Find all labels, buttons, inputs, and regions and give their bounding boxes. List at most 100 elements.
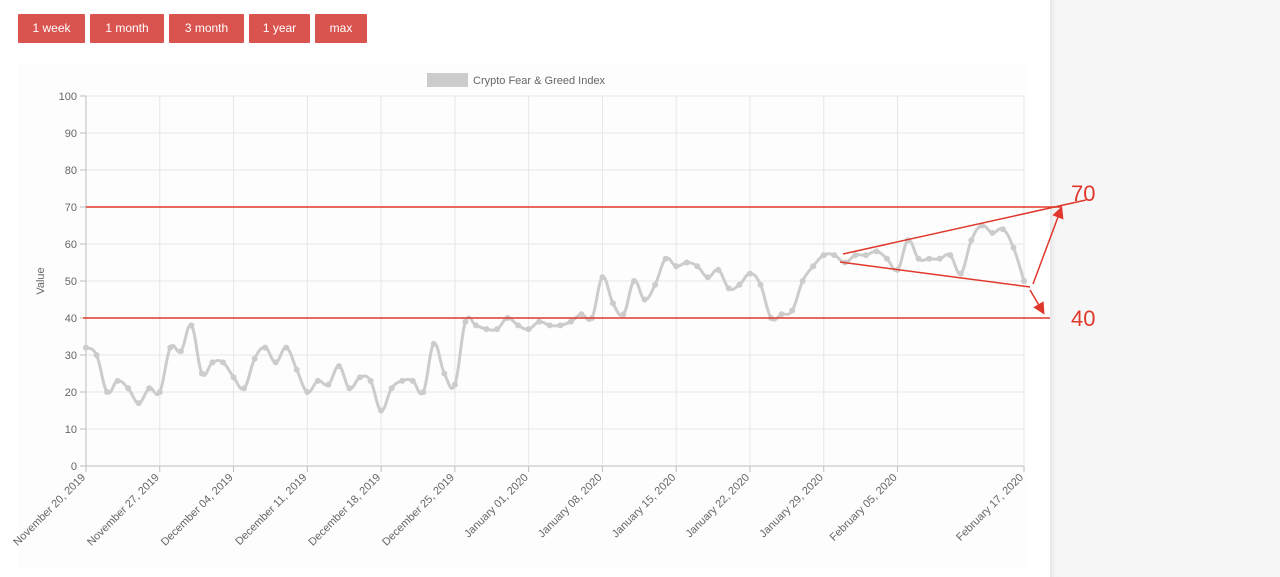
data-point[interactable] — [399, 377, 406, 384]
data-point[interactable] — [494, 326, 501, 333]
data-point[interactable] — [736, 281, 743, 288]
data-point[interactable] — [241, 385, 248, 392]
data-point[interactable] — [662, 255, 669, 262]
data-point[interactable] — [820, 252, 827, 259]
data-point[interactable] — [926, 255, 933, 262]
data-point[interactable] — [609, 300, 616, 307]
data-point[interactable] — [578, 311, 585, 318]
data-point[interactable] — [83, 344, 89, 351]
data-point[interactable] — [831, 252, 838, 259]
data-point[interactable] — [789, 307, 796, 314]
data-point[interactable] — [230, 374, 237, 381]
data-point[interactable] — [778, 311, 785, 318]
data-point[interactable] — [156, 389, 163, 395]
data-point[interactable] — [989, 229, 996, 236]
data-point[interactable] — [304, 389, 311, 395]
data-point[interactable] — [1021, 278, 1027, 284]
data-point[interactable] — [198, 370, 205, 377]
x-tick-label: January 22, 2020 — [683, 472, 752, 541]
data-point[interactable] — [135, 400, 142, 407]
data-point[interactable] — [757, 281, 764, 288]
data-point[interactable] — [652, 281, 659, 288]
data-point[interactable] — [567, 318, 574, 325]
data-point[interactable] — [673, 263, 680, 270]
legend-label[interactable]: Crypto Fear & Greed Index — [473, 75, 606, 87]
range-3-month-button[interactable]: 3 month — [169, 14, 244, 43]
data-point[interactable] — [957, 270, 964, 277]
x-tick-label: February 05, 2020 — [828, 472, 900, 544]
level-40-label: 40 — [1071, 306, 1095, 331]
data-point[interactable] — [620, 311, 627, 318]
legend-swatch[interactable] — [427, 73, 468, 87]
data-point[interactable] — [420, 389, 427, 395]
data-point[interactable] — [1010, 244, 1017, 251]
data-point[interactable] — [947, 252, 954, 259]
data-point[interactable] — [873, 248, 880, 255]
data-point[interactable] — [441, 370, 448, 377]
data-point[interactable] — [378, 407, 385, 414]
data-point[interactable] — [472, 322, 479, 329]
data-point[interactable] — [262, 344, 269, 351]
data-point[interactable] — [683, 259, 690, 266]
data-point[interactable] — [715, 266, 722, 273]
data-point[interactable] — [631, 278, 638, 284]
data-point[interactable] — [641, 296, 648, 303]
data-point[interactable] — [209, 359, 216, 366]
data-point[interactable] — [367, 377, 374, 384]
data-point[interactable] — [799, 278, 806, 284]
y-tick-label: 30 — [65, 350, 77, 362]
data-point[interactable] — [525, 326, 532, 333]
data-point[interactable] — [483, 326, 490, 333]
data-point[interactable] — [114, 377, 121, 384]
data-point[interactable] — [388, 385, 395, 392]
data-point[interactable] — [451, 381, 458, 388]
data-point[interactable] — [357, 374, 364, 381]
data-point[interactable] — [810, 263, 817, 270]
data-point[interactable] — [177, 348, 184, 355]
data-point[interactable] — [746, 270, 753, 277]
data-point[interactable] — [346, 385, 353, 392]
range-max-button[interactable]: max — [315, 14, 367, 43]
data-point[interactable] — [167, 344, 174, 351]
data-point[interactable] — [125, 385, 132, 392]
data-point[interactable] — [599, 274, 606, 281]
data-point[interactable] — [936, 255, 943, 262]
data-point[interactable] — [251, 355, 258, 362]
range-1-month-button[interactable]: 1 month — [90, 14, 164, 43]
y-axis-title: Value — [35, 267, 47, 294]
data-point[interactable] — [93, 352, 100, 358]
data-point[interactable] — [915, 255, 922, 262]
data-point[interactable] — [546, 322, 553, 329]
data-point[interactable] — [999, 226, 1006, 233]
data-point[interactable] — [188, 322, 195, 329]
data-point[interactable] — [220, 359, 227, 366]
data-point[interactable] — [430, 340, 437, 347]
range-1-year-button[interactable]: 1 year — [249, 14, 310, 43]
y-tick-label: 100 — [59, 91, 77, 103]
data-point[interactable] — [146, 385, 153, 392]
data-point[interactable] — [852, 252, 859, 259]
data-point[interactable] — [325, 381, 332, 388]
data-point[interactable] — [314, 377, 321, 384]
data-point[interactable] — [409, 377, 416, 384]
data-point[interactable] — [283, 344, 290, 351]
data-point[interactable] — [704, 274, 711, 281]
data-point[interactable] — [725, 285, 732, 292]
y-tick-label: 0 — [71, 461, 77, 473]
data-point[interactable] — [694, 263, 701, 270]
range-1-week-button[interactable]: 1 week — [18, 14, 85, 43]
data-point[interactable] — [883, 255, 890, 262]
data-point[interactable] — [462, 318, 469, 325]
data-point[interactable] — [272, 359, 279, 366]
data-point[interactable] — [335, 363, 342, 370]
data-point[interactable] — [557, 322, 564, 329]
data-point[interactable] — [104, 389, 111, 395]
data-point[interactable] — [515, 322, 522, 329]
data-point[interactable] — [968, 237, 975, 244]
data-point[interactable] — [293, 366, 300, 373]
data-point[interactable] — [862, 252, 869, 259]
data-point[interactable] — [536, 318, 543, 325]
x-tick-label: December 11, 2019 — [233, 472, 309, 548]
chart-legend: Crypto Fear & Greed Index — [427, 73, 606, 87]
